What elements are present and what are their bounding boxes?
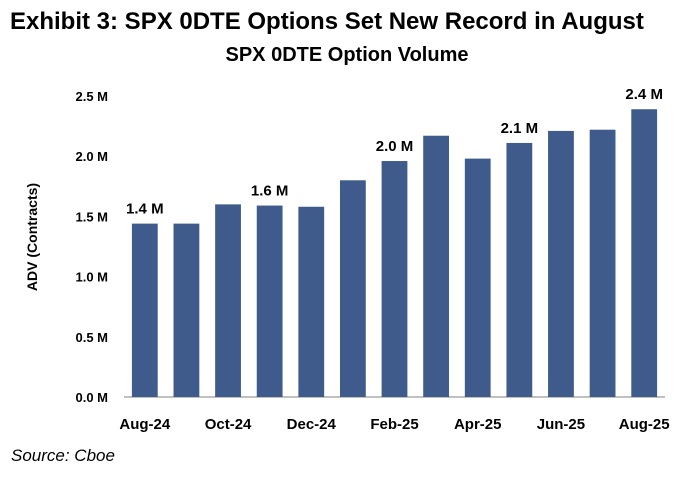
y-axis-label: ADV (Contracts) (24, 183, 40, 291)
bar-may-25 (506, 142, 533, 397)
y-tick-label: 1.0 M (75, 270, 108, 285)
bar-apr-25 (464, 158, 491, 397)
data-label: 2.1 M (501, 120, 539, 137)
x-tick-label: Aug-25 (619, 416, 670, 433)
y-tick-label: 0.5 M (75, 330, 108, 345)
exhibit-title: Exhibit 3: SPX 0DTE Options Set New Reco… (10, 8, 644, 35)
y-ticks: 0.0 M 0.5 M 1.0 M 1.5 M 2.0 M 2.5 M (75, 89, 108, 405)
bar-mar-25 (423, 135, 450, 398)
x-tick-label: Jun-25 (537, 416, 585, 433)
data-labels: 1.4 M 1.6 M 2.0 M 2.1 M 2.4 M (126, 86, 663, 217)
y-tick-label: 2.5 M (75, 89, 108, 104)
bar-nov-24 (256, 205, 283, 397)
bar-dec-24 (298, 206, 325, 397)
y-tick-label: 2.0 M (75, 149, 108, 164)
y-tick-label: 1.5 M (75, 209, 108, 224)
bar-feb-25 (381, 161, 408, 397)
bar-aug-24 (131, 223, 158, 397)
x-tick-label: Apr-25 (454, 416, 502, 433)
bar-jan-25 (339, 180, 366, 397)
chart-title: SPX 0DTE Option Volume (225, 44, 469, 66)
bar-jul-25 (589, 129, 616, 397)
source-note: Source: Cboe (11, 446, 115, 465)
bars (131, 109, 658, 398)
x-tick-label: Oct-24 (205, 416, 252, 433)
x-tick-label: Aug-24 (119, 416, 170, 433)
data-label: 1.6 M (251, 183, 289, 200)
x-tick-label: Feb-25 (370, 416, 418, 433)
x-tick-label: Dec-24 (287, 416, 337, 433)
bar-oct-24 (215, 204, 241, 397)
data-label: 1.4 M (126, 201, 164, 218)
x-ticks: Aug-24 Oct-24 Dec-24 Feb-25 Apr-25 Jun-25 Aug-… (119, 416, 669, 433)
y-tick-label: 0.0 M (75, 390, 108, 405)
bar-sep-24 (173, 223, 200, 397)
data-label: 2.4 M (625, 86, 663, 103)
data-label: 2.0 M (376, 138, 414, 155)
bar-aug-25 (631, 109, 658, 398)
bar-jun-25 (548, 130, 574, 398)
